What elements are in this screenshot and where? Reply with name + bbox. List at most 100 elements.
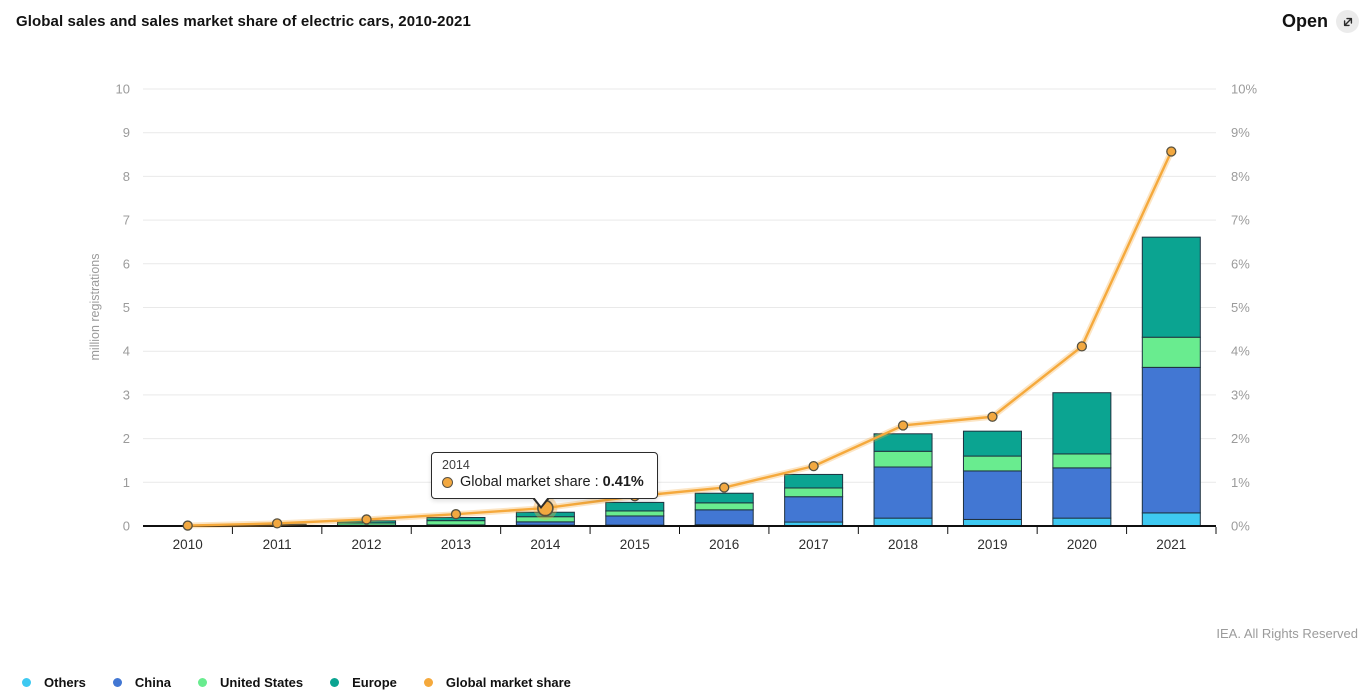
right-axis-tick-1: 1% — [1231, 475, 1250, 490]
right-axis-tick-3: 3% — [1231, 387, 1250, 402]
right-axis-tick-2: 2% — [1231, 431, 1250, 446]
tooltip-year: 2014 — [442, 458, 470, 472]
open-button[interactable]: Open — [1282, 10, 1359, 33]
left-axis-tick-6: 6 — [123, 256, 130, 271]
tooltip-value: 0.41% — [602, 474, 644, 490]
market-share-point-2017[interactable] — [808, 460, 819, 472]
market-share-point-2018[interactable] — [897, 420, 909, 431]
left-axis-tick-0: 0 — [123, 519, 130, 534]
page-title: Global sales and sales market share of e… — [16, 13, 471, 30]
x-label-2010: 2010 — [173, 537, 203, 552]
market-share-dot-icon — [442, 476, 453, 488]
bar-segment-2016-china[interactable] — [694, 509, 754, 526]
legend-item-china[interactable]: China — [112, 675, 172, 690]
right-axis-tick-5: 5% — [1231, 300, 1250, 315]
x-label-2013: 2013 — [441, 537, 471, 552]
left-axis-tick-2: 2 — [123, 431, 130, 446]
open-button-label: Open — [1281, 11, 1328, 31]
left-axis-tick-9: 9 — [123, 125, 130, 140]
bar-segment-2015-europe[interactable] — [605, 501, 665, 512]
bar-segment-2017-china[interactable] — [784, 496, 844, 523]
bar-segment-2015-united-states[interactable] — [605, 510, 665, 517]
legend-item-label: China — [134, 675, 172, 690]
right-axis-tick-7: 7% — [1231, 213, 1250, 228]
left-axis-tick-8: 8 — [123, 169, 130, 184]
x-label-2014: 2014 — [530, 537, 561, 552]
tooltip: 2014 Global market share : 0.41% — [431, 452, 658, 509]
chart-canvas: 0 0% 1 1% 2 2% 3 3% 4 4% 5 5% 6 6% 7 7% 8 8% 9 9% 10 10% milli… — [88, 82, 1257, 553]
legend-item-others[interactable]: Others — [22, 675, 86, 690]
x-label-2018: 2018 — [888, 537, 918, 552]
left-axis-tick-3: 3 — [123, 387, 130, 402]
bar-segment-2018-europe[interactable] — [873, 433, 933, 452]
x-label-2011: 2011 — [263, 537, 292, 552]
bar-segment-2020-united-states[interactable] — [1052, 453, 1112, 469]
copyright-text: IEA. All Rights Reserved — [1216, 626, 1358, 641]
x-label-2020: 2020 — [1067, 537, 1097, 552]
legend: Others China United States Europe Global mar… — [22, 675, 571, 690]
legend-item-united-states[interactable]: United States — [198, 675, 303, 690]
market-share-point-2013[interactable] — [450, 509, 462, 520]
x-label-2021: 2021 — [1156, 537, 1186, 552]
bar-segment-2021-china[interactable] — [1141, 366, 1201, 514]
left-axis-tick-10: 10 — [116, 82, 130, 97]
bar-segment-2017-europe[interactable] — [784, 473, 844, 489]
left-axis-tick-5: 5 — [123, 300, 130, 315]
legend-swatch-icon — [198, 678, 208, 687]
legend-item-label: United States — [220, 675, 304, 690]
right-axis-tick-4: 4% — [1231, 344, 1250, 359]
market-share-point-2016[interactable] — [719, 482, 730, 493]
bar-segment-2020-europe[interactable] — [1052, 392, 1112, 455]
legend-item-label: Others — [44, 675, 86, 690]
bar-segment-2021-others[interactable] — [1141, 512, 1201, 527]
legend-swatch-icon — [330, 678, 340, 687]
x-label-2017: 2017 — [799, 537, 829, 552]
left-axis-tick-4: 4 — [123, 344, 130, 359]
bar-segment-2020-others[interactable] — [1052, 517, 1112, 527]
left-axis-tick-1: 1 — [123, 475, 130, 490]
tooltip-series-label: Global market share — [460, 474, 591, 490]
market-share-point-2020[interactable] — [1076, 341, 1088, 352]
bar-segment-2020-china[interactable] — [1052, 467, 1112, 519]
bar-segment-2013-united-states[interactable] — [426, 520, 486, 526]
bar-segment-2018-united-states[interactable] — [873, 450, 933, 468]
x-label-2016: 2016 — [709, 537, 739, 552]
legend-item-global-market-share[interactable]: Global market share — [423, 675, 571, 690]
bar-segment-2018-others[interactable] — [873, 517, 933, 527]
bar-segment-2021-europe[interactable] — [1141, 236, 1201, 338]
right-axis-tick-0: 0% — [1231, 519, 1250, 534]
market-share-point-2021[interactable] — [1166, 146, 1177, 157]
legend-item-label: Global market share — [445, 675, 571, 690]
bar-segment-2019-china[interactable] — [962, 470, 1022, 520]
market-share-line-glow — [184, 148, 1175, 529]
bar-segment-2016-united-states[interactable] — [694, 502, 754, 511]
right-axis-tick-6: 6% — [1231, 256, 1250, 271]
arrow-up-right-icon — [1336, 10, 1359, 33]
right-axis-tick-10: 10% — [1231, 82, 1257, 97]
x-label-2015: 2015 — [620, 537, 650, 552]
tooltip-separator: : — [590, 474, 603, 490]
left-axis-title: million registrations — [88, 254, 102, 361]
bar-segment-2016-europe[interactable] — [694, 492, 754, 504]
tooltip-row: Global market share : 0.41% — [442, 474, 644, 490]
bar-segment-2019-united-states[interactable] — [962, 455, 1022, 472]
right-axis-tick-9: 9% — [1231, 125, 1250, 140]
market-share-point-2010[interactable] — [182, 520, 193, 531]
market-share-point-2012[interactable] — [361, 514, 372, 525]
right-axis-tick-8: 8% — [1231, 169, 1250, 184]
market-share-point-2019[interactable] — [987, 411, 998, 422]
bar-segment-2018-china[interactable] — [873, 466, 933, 519]
bar-segment-2019-europe[interactable] — [962, 430, 1022, 457]
legend-item-label: Europe — [352, 675, 397, 690]
legend-swatch-icon — [423, 678, 433, 687]
bar-segment-2015-china[interactable] — [605, 515, 665, 526]
legend-item-europe[interactable]: Europe — [330, 675, 397, 690]
bar-segment-2017-united-states[interactable] — [784, 487, 844, 498]
legend-swatch-icon — [112, 678, 122, 687]
legend-swatch-icon — [22, 678, 31, 687]
left-axis-tick-7: 7 — [123, 213, 130, 228]
bar-segment-2021-united-states[interactable] — [1141, 336, 1201, 368]
market-share-point-2011[interactable] — [271, 518, 283, 529]
x-label-2019: 2019 — [977, 537, 1007, 552]
